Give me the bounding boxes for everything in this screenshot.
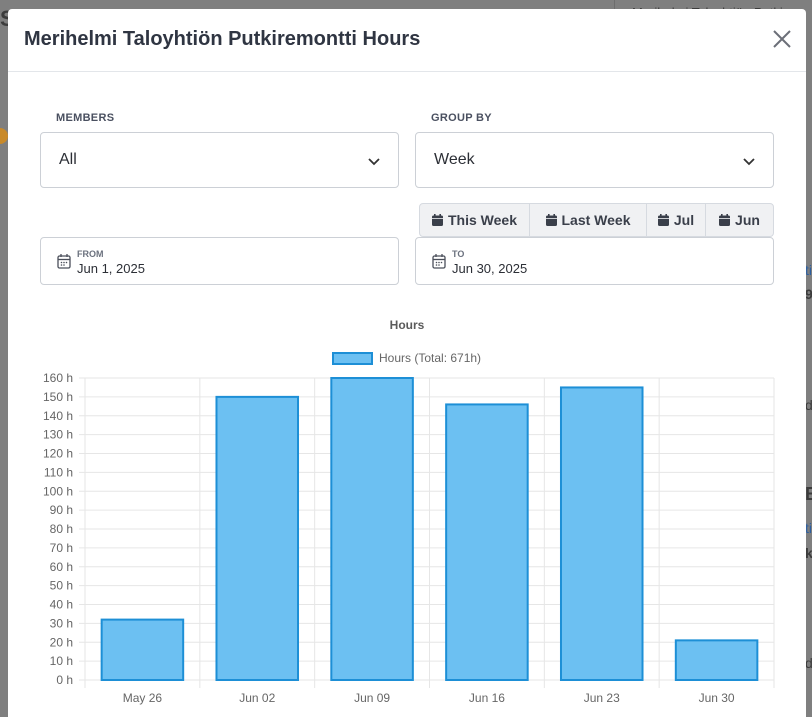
from-date-field[interactable]: FROM Jun 1, 2025 <box>40 237 399 285</box>
background-snippet: ti <box>805 520 812 536</box>
to-date-field[interactable]: TO Jun 30, 2025 <box>415 237 774 285</box>
close-icon[interactable] <box>772 29 792 49</box>
y-tick-label: 10 h <box>50 654 73 668</box>
hours-bar-chart: 0 h 10 h 20 h 30 h 40 h 50 h 60 h 70 h 80 h 90 h 1… <box>43 371 775 705</box>
legend-label: Hours (Total: 671h) <box>379 351 482 365</box>
bar <box>674 639 759 681</box>
calendar-icon <box>432 214 443 226</box>
chart-legend[interactable]: Hours (Total: 671h) <box>332 351 481 365</box>
calendar-icon <box>432 254 446 269</box>
bar <box>559 386 644 681</box>
x-tick-label: May 26 <box>123 691 163 705</box>
legend-swatch <box>332 351 373 365</box>
background-snippet: d <box>805 397 812 413</box>
chevron-down-icon <box>743 158 755 166</box>
y-tick-label: 40 h <box>50 598 73 612</box>
modal-title: Merihelmi Taloyhtiön Putkiremontti Hours <box>24 28 421 50</box>
y-tick-label: 150 h <box>43 390 73 404</box>
background-snippet: k <box>805 545 812 561</box>
x-tick-label: Jun 16 <box>469 691 505 705</box>
calendar-icon <box>657 214 669 226</box>
y-tick-label: 80 h <box>50 522 73 536</box>
bar <box>445 403 529 682</box>
last-week-label: Last Week <box>561 212 631 228</box>
background-snippet: ti <box>805 262 812 278</box>
y-tick-label: 20 h <box>50 635 73 649</box>
group-by-label: GROUP BY <box>431 112 492 124</box>
modal-header: Merihelmi Taloyhtiön Putkiremontti Hours <box>8 9 806 72</box>
from-label: FROM <box>77 249 104 259</box>
background-avatar-edge <box>0 128 8 144</box>
y-tick-label: 160 h <box>43 371 73 385</box>
background-snippet: d <box>805 655 812 671</box>
group-by-select[interactable]: Week <box>415 132 774 188</box>
y-tick-label: 70 h <box>50 541 73 555</box>
x-tick-label: Jun 09 <box>354 691 390 705</box>
chart-title: Hours <box>389 318 425 332</box>
background-snippet: 9 <box>805 286 812 302</box>
calendar-icon <box>719 214 731 226</box>
last-week-button[interactable]: Last Week <box>530 204 647 236</box>
y-tick-label: 130 h <box>43 428 73 442</box>
to-label: TO <box>452 249 465 259</box>
bar <box>330 377 414 681</box>
x-tick-label: Jun 30 <box>699 691 735 705</box>
y-tick-label: 30 h <box>50 616 73 630</box>
members-select-value: All <box>59 151 77 168</box>
members-label: MEMBERS <box>56 112 115 124</box>
y-tick-label: 50 h <box>50 579 73 593</box>
background-snippet: B <box>805 484 812 504</box>
bar <box>215 395 300 681</box>
from-value: Jun 1, 2025 <box>77 261 145 276</box>
bar <box>100 618 185 682</box>
jun-label: Jun <box>735 212 760 228</box>
hours-modal: Merihelmi Taloyhtiön Putkiremontti Hours… <box>8 9 806 717</box>
chevron-down-icon <box>368 158 380 166</box>
quick-range-group: This Week Last Week Jul Jun <box>419 203 774 237</box>
y-tick-label: 0 h <box>56 673 73 687</box>
y-tick-label: 140 h <box>43 409 73 423</box>
this-week-label: This Week <box>448 212 517 228</box>
jun-button[interactable]: Jun <box>706 204 773 236</box>
calendar-icon <box>545 214 557 226</box>
jul-label: Jul <box>673 212 695 228</box>
group-by-select-value: Week <box>434 151 475 168</box>
x-tick-label: Jun 23 <box>584 691 620 705</box>
calendar-icon <box>57 254 71 269</box>
y-tick-label: 120 h <box>43 447 73 461</box>
this-week-button[interactable]: This Week <box>420 204 530 236</box>
y-tick-label: 60 h <box>50 560 73 574</box>
x-tick-label: Jun 02 <box>239 691 275 705</box>
y-tick-label: 90 h <box>50 503 73 517</box>
y-tick-label: 100 h <box>43 484 73 498</box>
jul-button[interactable]: Jul <box>647 204 706 236</box>
y-tick-label: 110 h <box>44 465 73 479</box>
members-select[interactable]: All <box>40 132 399 188</box>
to-value: Jun 30, 2025 <box>452 261 528 276</box>
